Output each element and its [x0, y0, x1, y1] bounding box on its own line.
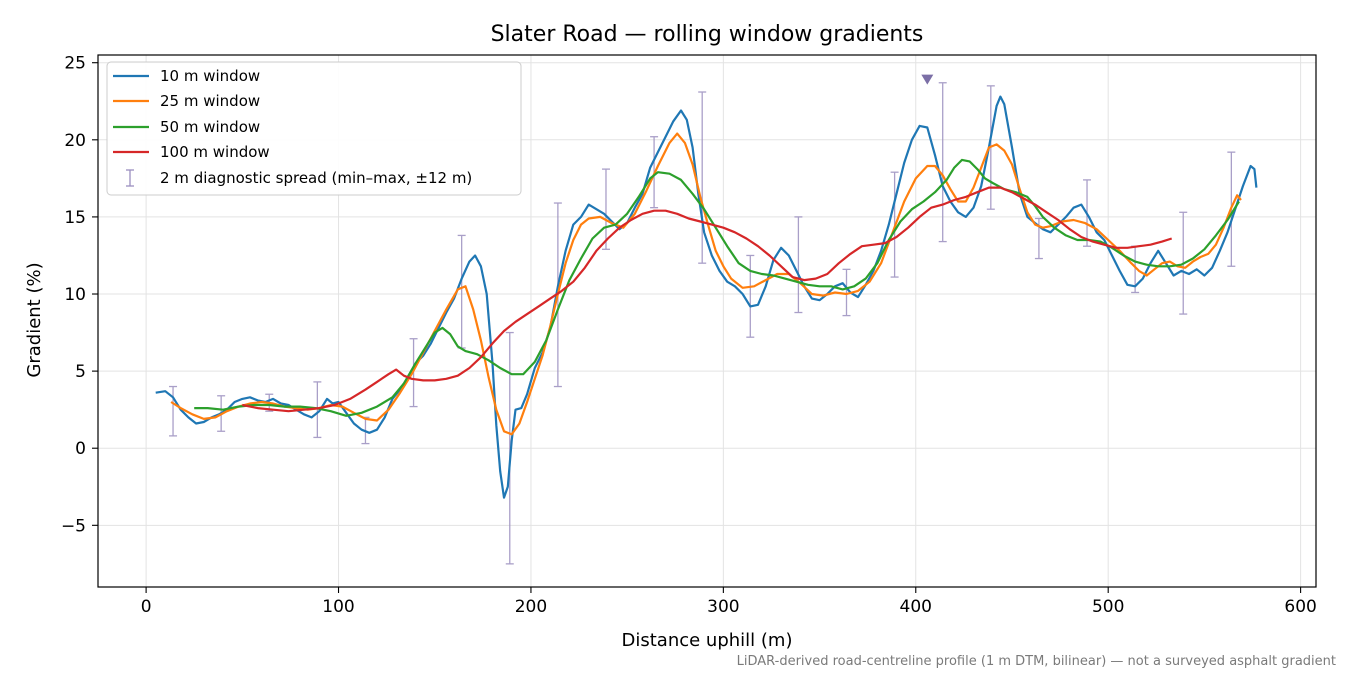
- series-line-4: [242, 186, 1173, 413]
- y-tick-label: 5: [75, 362, 86, 382]
- errorbar: [938, 82, 947, 243]
- y-tick-label: 0: [75, 439, 86, 459]
- y-tick-label: 25: [64, 54, 86, 74]
- x-tick-label: 200: [515, 597, 547, 617]
- legend-box: [106, 61, 522, 196]
- footnote: LiDAR-derived road-centreline profile (1…: [737, 654, 1336, 669]
- y-tick-label: 20: [64, 131, 86, 151]
- legend-label-errorbar: 2 m diagnostic spread (min–max, ±12 m): [160, 169, 472, 187]
- peak-marker: [921, 74, 934, 85]
- legend-swatch-errorbar: [126, 169, 134, 187]
- y-tick-label: −5: [61, 516, 86, 536]
- x-tick-label: 600: [1284, 597, 1316, 617]
- x-tick-label: 0: [141, 597, 152, 617]
- x-tick-label: 300: [707, 597, 739, 617]
- legend-label-10m: 10 m window: [160, 67, 260, 85]
- legend-label-100m: 100 m window: [160, 143, 270, 161]
- x-axis-label: Distance uphill (m): [622, 630, 793, 651]
- legend: 10 m window 25 m window 50 m window 100 …: [106, 61, 522, 196]
- errorbar: [842, 268, 851, 317]
- plot-frame: [97, 54, 1317, 588]
- x-axis-ticks: 0 100 200 300 400 500 600: [141, 587, 1317, 617]
- legend-label-50m: 50 m window: [160, 118, 260, 136]
- x-tick-label: 100: [322, 597, 354, 617]
- errorbar: [746, 254, 755, 338]
- x-tick-label: 400: [900, 597, 932, 617]
- legend-label-25m: 25 m window: [160, 92, 260, 110]
- errorbar: [313, 381, 322, 439]
- grid-lines: [98, 55, 1316, 587]
- series-lines: [155, 95, 1258, 499]
- y-tick-label: 15: [64, 208, 86, 228]
- errorbar: [698, 91, 707, 264]
- markers: [921, 74, 934, 85]
- series-line-2: [170, 132, 1242, 436]
- errorbar: [169, 385, 178, 437]
- y-tick-label: 10: [64, 285, 86, 305]
- series-line-3: [194, 158, 1240, 417]
- chart-title: Slater Road — rolling window gradients: [491, 22, 924, 47]
- errorbar: [794, 216, 803, 314]
- y-axis-ticks: −5 0 5 10 15 20 25: [61, 54, 98, 536]
- errorbar: [601, 168, 610, 250]
- y-axis-label: Gradient (%): [24, 262, 45, 377]
- errorbar: [505, 331, 514, 565]
- x-tick-label: 500: [1092, 597, 1124, 617]
